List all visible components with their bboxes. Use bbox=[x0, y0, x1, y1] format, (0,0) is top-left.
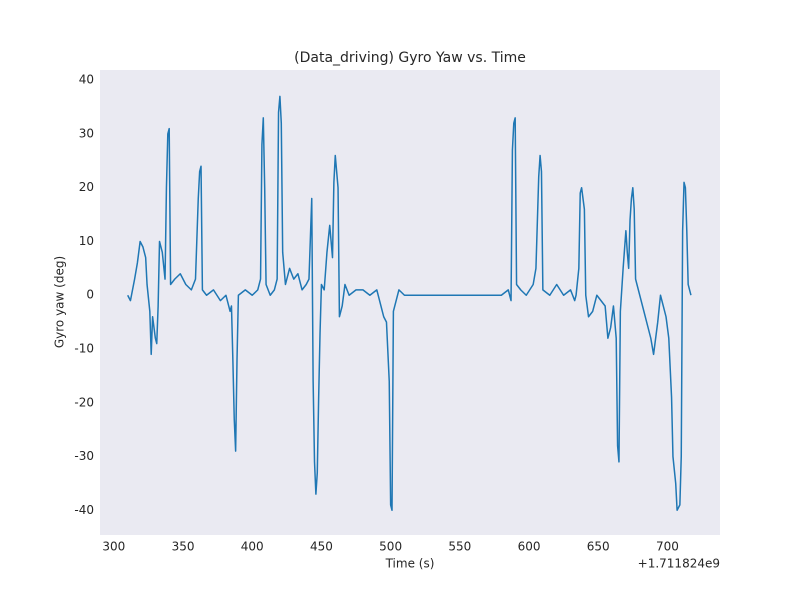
x-offset-label: +1.711824e9 bbox=[638, 557, 720, 571]
data-line bbox=[127, 95, 692, 512]
y-tick-label: 30 bbox=[79, 126, 94, 140]
y-tick-label: -40 bbox=[74, 503, 94, 517]
x-tick-label: 650 bbox=[587, 540, 610, 554]
y-tick-label: 10 bbox=[79, 234, 94, 248]
y-tick-label: -30 bbox=[74, 449, 94, 463]
x-tick-label: 300 bbox=[102, 540, 125, 554]
y-tick-label: -10 bbox=[74, 342, 94, 356]
x-tick-label: 550 bbox=[448, 540, 471, 554]
plot-area bbox=[100, 70, 720, 535]
y-tick-label: -20 bbox=[74, 395, 94, 409]
x-tick-label: 600 bbox=[518, 540, 541, 554]
chart-title: (Data_driving) Gyro Yaw vs. Time bbox=[294, 50, 526, 66]
x-tick-label: 400 bbox=[241, 540, 264, 554]
y-tick-label: 0 bbox=[86, 288, 94, 302]
x-tick-label: 500 bbox=[379, 540, 402, 554]
y-axis-label: Gyro yaw (deg) bbox=[53, 256, 67, 348]
x-tick-label: 350 bbox=[172, 540, 195, 554]
x-axis-label: Time (s) bbox=[385, 557, 435, 571]
y-tick-label: 20 bbox=[79, 180, 94, 194]
x-tick-label: 700 bbox=[656, 540, 679, 554]
y-tick-label: 40 bbox=[79, 73, 94, 87]
x-tick-label: 450 bbox=[310, 540, 333, 554]
